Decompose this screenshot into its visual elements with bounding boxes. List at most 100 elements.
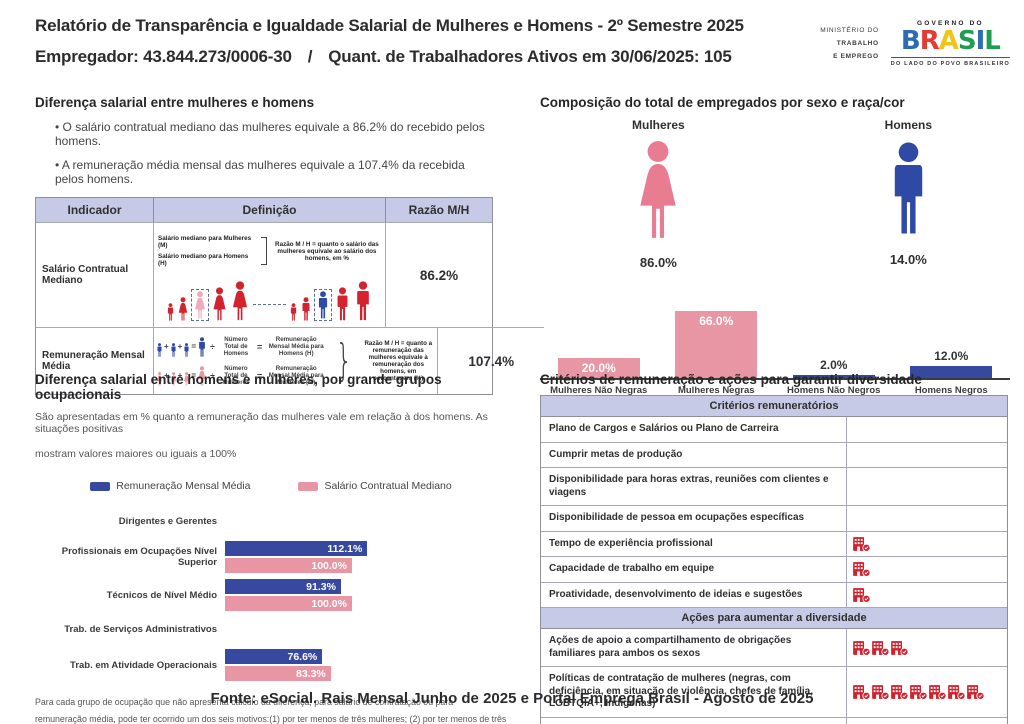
bar-category-label: Mulheres Não Negras bbox=[550, 385, 648, 396]
chart-legend: Remuneração Mensal Média Salário Contrat… bbox=[35, 480, 507, 492]
company-check-icon bbox=[852, 561, 871, 577]
person-icon bbox=[197, 337, 207, 357]
person-icon bbox=[156, 343, 163, 357]
occupation-group-label: Técnicos de Nível Médio bbox=[106, 589, 217, 601]
criteria-row: Proatividade, desenvolvimento de ideias … bbox=[541, 582, 1007, 608]
criteria-row: Cumprir metas de produção bbox=[541, 442, 1007, 468]
bar-value-label: 20.0% bbox=[581, 360, 616, 375]
median-highlight-box bbox=[191, 289, 209, 321]
male-pictogram-icon bbox=[885, 140, 932, 237]
company-check-icon bbox=[852, 587, 871, 603]
pictogram-label: Mulheres bbox=[632, 118, 685, 132]
formula-label: Número Total de Mulheres bbox=[222, 365, 250, 386]
gov-slogan: DO LADO DO POVO BRASILEIRO bbox=[890, 57, 1010, 67]
bar: 112.1% bbox=[225, 541, 368, 556]
criteria-icons bbox=[847, 557, 1007, 582]
indicator-name: Salário Contratual Mediano bbox=[36, 222, 154, 327]
company-check-icon bbox=[871, 640, 890, 656]
report-title: Relatório de Transparência e Igualdade S… bbox=[35, 16, 744, 35]
person-icon bbox=[316, 291, 330, 319]
criteria-label: Proatividade, desenvolvimento de ideias … bbox=[541, 582, 847, 607]
section-salary-gap: Diferença salarial entre mulheres e home… bbox=[35, 95, 545, 395]
bar-value-label: 66.0% bbox=[699, 313, 734, 328]
column-header: Razão M/H bbox=[408, 203, 470, 217]
operator: ÷ bbox=[210, 370, 215, 381]
brasil-logo: GOVERNO DO BRASIL DO LADO DO POVO BRASIL… bbox=[890, 20, 1010, 67]
criteria-label: Cumprir metas de produção bbox=[541, 442, 847, 467]
person-icon bbox=[193, 291, 207, 319]
occupation-bars: 112.1% 100.0% bbox=[225, 541, 507, 573]
legend-swatch-pink bbox=[298, 481, 319, 491]
ministry-line: TRABALHO bbox=[836, 40, 879, 47]
criteria-section-header: Critérios remuneratórios bbox=[541, 396, 1007, 417]
legend-swatch-navy bbox=[90, 481, 111, 491]
pictogram-value: 14.0% bbox=[889, 252, 927, 267]
indicator-table-header: Indicador Definição Razão M/H bbox=[36, 198, 492, 222]
pictogram-value: 86.0% bbox=[639, 255, 677, 270]
criteria-icons bbox=[847, 468, 1007, 505]
operator: + bbox=[164, 342, 169, 351]
criteria-section-header: Ações para aumentar a diversidade bbox=[541, 608, 1007, 629]
definition-label: Salário mediano para Mulheres (M) bbox=[158, 235, 252, 249]
criteria-label: Políticas de promoção de mulheres para c… bbox=[541, 717, 847, 724]
bar-value-label: 12.0% bbox=[934, 348, 969, 363]
bar-value-label: 100.0% bbox=[311, 559, 347, 572]
occupation-group-label: Trab. de Serviços Administrativos bbox=[64, 623, 217, 635]
occupation-bars: 91.3% 100.0% bbox=[225, 579, 507, 611]
occupation-group-label: Trab. em Atividade Operacionais bbox=[70, 659, 217, 671]
bar-category-label: Mulheres Negras bbox=[677, 385, 755, 396]
person-icon bbox=[170, 343, 177, 357]
sex-pictograms: Mulheres 86.0% Homens 14.0% bbox=[540, 110, 1010, 270]
section-composition: Composição do total de empregados por se… bbox=[540, 95, 1010, 396]
occupational-row: Profissionais em Ocupações Nível Superio… bbox=[35, 541, 507, 573]
occupational-row: Técnicos de Nível Médio 91.3% 100.0% bbox=[35, 579, 507, 611]
criteria-label: Capacidade de trabalho em equipe bbox=[541, 557, 847, 582]
separator: / bbox=[307, 47, 313, 66]
median-connector-line bbox=[253, 304, 286, 305]
company-check-icon bbox=[852, 640, 871, 656]
salary-gap-bullets: O salário contratual mediano das mulhere… bbox=[55, 120, 493, 186]
occupation-bars: 76.6% 83.3% bbox=[225, 649, 507, 681]
section-title: Critérios de remuneração e ações para ga… bbox=[540, 372, 922, 387]
bar: 100.0% bbox=[225, 596, 352, 611]
criteria-label: Disponibilidade de pessoa em ocupações e… bbox=[541, 506, 847, 531]
women-pictogram-block: Mulheres 86.0% bbox=[632, 118, 685, 270]
criteria-row: Ações de apoio a compartilhamento de obr… bbox=[541, 629, 1007, 667]
occupational-row: Trab. de Serviços Administrativos bbox=[35, 617, 507, 641]
bar-value-label: 2.0% bbox=[820, 358, 848, 372]
median-comparison-illustration bbox=[158, 281, 381, 321]
criteria-row: Disponibilidade para horas extras, reuni… bbox=[541, 468, 1007, 506]
section-title: Composição do total de empregados por se… bbox=[540, 95, 905, 110]
composition-bar-chart: 20.0% 66.0% 2.0% 12.0% bbox=[540, 294, 1010, 380]
brasil-wordmark: BRASIL bbox=[900, 26, 1001, 56]
composition-bar-group: 66.0% bbox=[658, 294, 776, 378]
person-icon bbox=[183, 343, 190, 357]
bar: 91.3% bbox=[225, 579, 341, 594]
criteria-row: Disponibilidade de pessoa em ocupações e… bbox=[541, 506, 1007, 532]
criteria-icons bbox=[847, 718, 1007, 724]
female-pictogram-icon bbox=[633, 140, 683, 240]
composition-bar-group: 2.0% bbox=[775, 294, 893, 378]
person-icon bbox=[211, 287, 228, 321]
criteria-icons bbox=[847, 532, 1007, 557]
formula-label: Remuneração Mensal Média para Homens (H) bbox=[268, 336, 324, 357]
bar-category-label: Homens Não Negros bbox=[787, 385, 881, 396]
section-title: Diferença salarial entre mulheres e home… bbox=[35, 95, 315, 110]
criteria-table: Critérios remuneratórios Plano de Cargos … bbox=[540, 395, 1008, 724]
bar: 100.0% bbox=[225, 558, 352, 573]
ministry-line: E EMPREGO bbox=[833, 53, 879, 60]
pictogram-label: Homens bbox=[884, 118, 932, 132]
operator: + bbox=[164, 371, 169, 380]
section-subtitle: São apresentadas em % quanto a remuneraç… bbox=[35, 411, 488, 435]
composition-category-labels: Mulheres Não Negras Mulheres Negras Homens… bbox=[540, 385, 1010, 396]
person-icon bbox=[289, 303, 298, 321]
operator: = bbox=[256, 341, 263, 352]
indicator-table: Indicador Definição Razão M/H Salário Co… bbox=[35, 197, 545, 395]
criteria-row: Políticas de contratação de mulheres (ne… bbox=[541, 667, 1007, 718]
criteria-icons bbox=[847, 417, 1007, 442]
definition-label: Salário mediano para Homens (H) bbox=[158, 253, 249, 267]
bar-category-label: Homens Negros bbox=[914, 385, 988, 396]
legend-label: Salário Contratual Mediano bbox=[324, 480, 452, 492]
company-check-icon bbox=[890, 640, 909, 656]
criteria-row: Capacidade de trabalho em equipe bbox=[541, 557, 1007, 583]
